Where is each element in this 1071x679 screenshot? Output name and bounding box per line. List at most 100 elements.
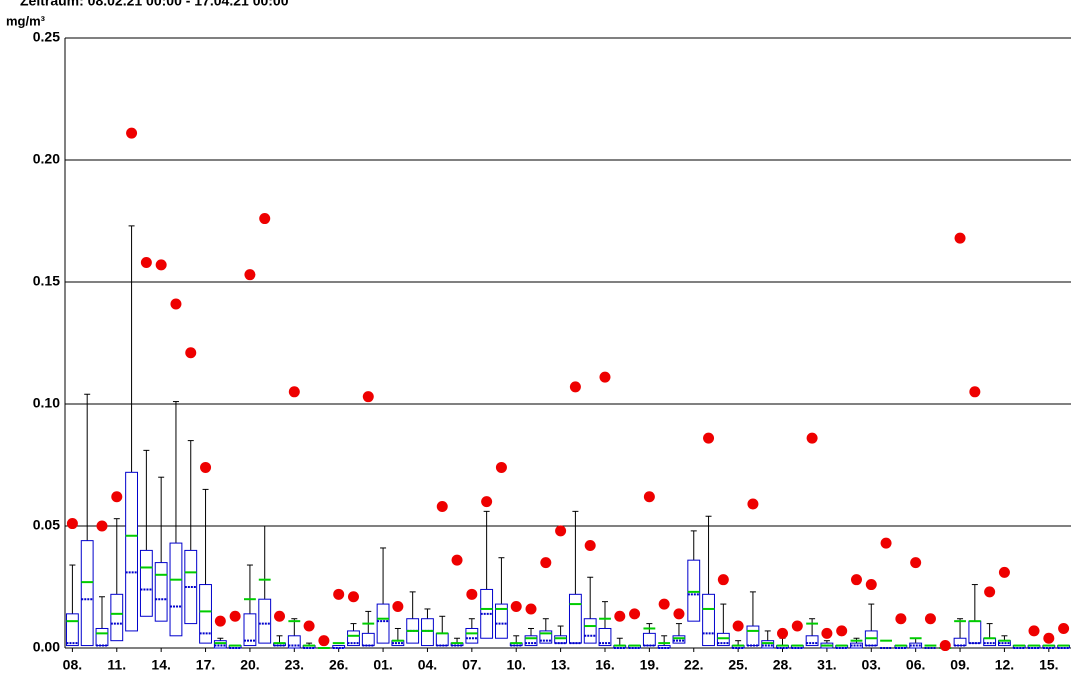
outlier <box>274 610 286 622</box>
x-tick-label: 20. <box>240 657 259 673</box>
outlier <box>850 574 862 586</box>
box <box>583 618 597 644</box>
outlier <box>436 500 448 512</box>
box <box>687 559 701 622</box>
outlier <box>673 608 685 620</box>
box <box>199 584 212 644</box>
x-tick-label: 22. <box>684 657 703 673</box>
outlier <box>1058 622 1070 634</box>
box <box>243 613 257 647</box>
outlier <box>584 540 596 552</box>
x-tick-label: 03. <box>862 657 881 673</box>
outlier <box>244 269 256 281</box>
outlier <box>658 598 670 610</box>
box <box>761 640 775 649</box>
outlier <box>984 586 996 598</box>
x-tick-label: 04. <box>418 657 437 673</box>
box <box>746 625 760 647</box>
box <box>376 603 390 644</box>
y-tick-label: 0.15 <box>33 273 60 289</box>
outlier <box>954 232 966 244</box>
outlier <box>643 491 655 503</box>
outlier <box>569 381 581 393</box>
outlier <box>777 627 789 639</box>
outlier <box>895 613 907 625</box>
box <box>672 635 686 644</box>
outlier <box>1043 632 1055 644</box>
outlier <box>495 461 507 473</box>
y-tick-label: 0.20 <box>33 151 60 167</box>
x-tick-label: 12. <box>995 657 1014 673</box>
box <box>495 603 508 639</box>
x-tick-label: 15. <box>1039 657 1058 673</box>
outlier <box>629 608 641 620</box>
y-tick-label: 0.10 <box>33 395 60 411</box>
outlier <box>806 432 818 444</box>
x-tick-label: 23. <box>285 657 304 673</box>
box <box>554 635 568 644</box>
box <box>361 632 375 647</box>
outlier <box>1028 625 1040 637</box>
x-tick-label: 28. <box>773 657 792 673</box>
box <box>213 640 227 649</box>
outlier <box>214 615 226 627</box>
outlier <box>732 620 744 632</box>
outlier <box>200 461 212 473</box>
outlier <box>614 610 626 622</box>
outlier <box>126 127 138 139</box>
box <box>642 632 656 647</box>
box <box>110 593 124 642</box>
outlier <box>96 520 108 532</box>
outlier <box>510 601 522 613</box>
outlier <box>229 610 241 622</box>
x-tick-label: 19. <box>640 657 659 673</box>
box <box>347 630 360 647</box>
outlier <box>998 566 1010 578</box>
box <box>953 637 967 647</box>
outlier <box>717 574 729 586</box>
chart-title: Zeitraum: 08.02.21 00:00 - 17.04.21 00:0… <box>20 0 289 9</box>
outlier <box>969 386 981 398</box>
x-tick-label: 17. <box>196 657 215 673</box>
outlier <box>791 620 803 632</box>
box <box>95 627 109 647</box>
box <box>139 549 153 617</box>
x-tick-label: 06. <box>906 657 925 673</box>
box <box>539 630 553 644</box>
box <box>805 635 819 647</box>
outlier <box>939 640 951 652</box>
outlier <box>140 256 152 268</box>
outlier <box>821 627 833 639</box>
outlier <box>910 557 922 569</box>
x-tick-label: 09. <box>950 657 969 673</box>
outlier <box>318 635 330 647</box>
box <box>657 645 671 649</box>
outlier <box>924 613 936 625</box>
outlier <box>185 347 197 359</box>
box <box>702 593 715 647</box>
x-tick-label: 25. <box>728 657 747 673</box>
outlier <box>259 213 271 225</box>
outlier <box>170 298 182 310</box>
outlier <box>599 371 611 383</box>
x-tick-label: 10. <box>506 657 525 673</box>
x-tick-label: 08. <box>63 657 82 673</box>
box <box>332 645 346 649</box>
x-tick-label: 11. <box>107 657 126 673</box>
outlier <box>451 554 463 566</box>
outlier <box>555 525 567 537</box>
outlier <box>111 491 123 503</box>
box <box>154 562 168 622</box>
outlier <box>303 620 315 632</box>
box <box>568 593 582 644</box>
box <box>983 637 997 647</box>
y-tick-label: 0.25 <box>33 29 60 45</box>
y-tick-label: 0.00 <box>33 639 60 655</box>
outlier <box>288 386 300 398</box>
x-tick-label: 26. <box>329 657 348 673</box>
box <box>598 627 612 647</box>
outlier <box>481 496 493 508</box>
box <box>968 620 982 644</box>
outlier <box>392 601 404 613</box>
